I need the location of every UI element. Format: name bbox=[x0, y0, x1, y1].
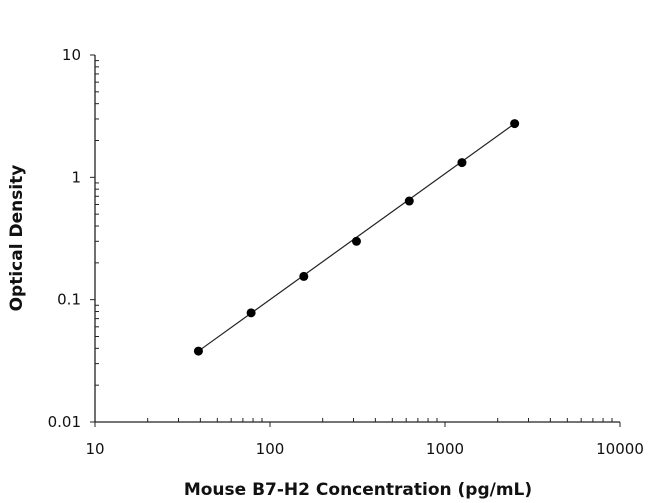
x-tick-label: 10000 bbox=[596, 440, 644, 458]
data-point bbox=[299, 271, 309, 281]
x-tick-label: 10 bbox=[85, 440, 104, 458]
y-tick-label: 10 bbox=[62, 46, 81, 64]
data-marks bbox=[193, 119, 520, 356]
x-axis-title: Mouse B7-H2 Concentration (pg/mL) bbox=[184, 480, 532, 500]
data-point bbox=[246, 308, 256, 318]
y-tick-label: 1 bbox=[71, 168, 81, 186]
x-tick-label: 1000 bbox=[426, 440, 464, 458]
data-point bbox=[510, 119, 520, 129]
data-point bbox=[404, 196, 414, 206]
y-tick-label: 0.1 bbox=[57, 291, 81, 309]
x-tick-label: 100 bbox=[256, 440, 285, 458]
axes: 10 100 1000 10000 0.01 0.1 1 10 bbox=[48, 46, 644, 458]
y-tick-label: 0.01 bbox=[48, 413, 81, 431]
data-point bbox=[351, 236, 361, 246]
data-point bbox=[193, 346, 203, 356]
y-axis-title: Optical Density bbox=[7, 165, 27, 312]
data-point bbox=[457, 158, 467, 168]
